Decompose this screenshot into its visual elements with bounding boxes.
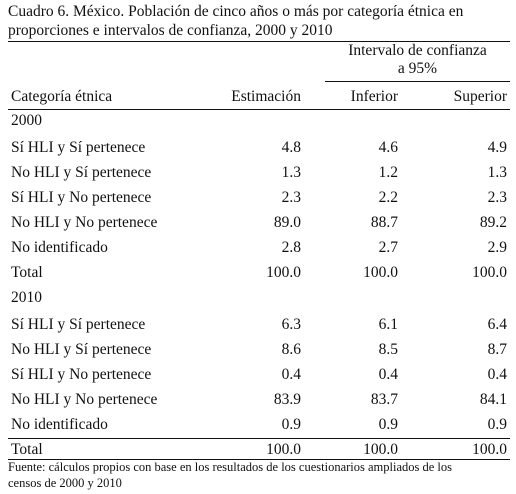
top-rule <box>8 41 510 42</box>
row-estimate: 4.8 <box>281 139 301 156</box>
row-category: No HLI y Sí pertenece <box>11 164 152 181</box>
row-lower: 8.5 <box>378 341 398 358</box>
row-upper: 100.0 <box>472 441 507 458</box>
row-lower: 0.4 <box>378 366 398 383</box>
row-estimate: 100.0 <box>266 441 301 458</box>
table-row-total: Total 100.0 100.0 100.0 <box>0 260 516 285</box>
row-upper: 1.3 <box>487 164 507 181</box>
table-row: Sí HLI y No pertenece 2.3 2.2 2.3 <box>0 185 516 210</box>
row-estimate: 89.0 <box>273 214 301 231</box>
row-category: Sí HLI y No pertenece <box>11 366 152 383</box>
row-estimate: 100.0 <box>266 264 301 281</box>
row-upper: 8.7 <box>487 341 507 358</box>
row-upper: 84.1 <box>479 391 507 408</box>
row-lower: 83.7 <box>370 391 398 408</box>
table-row: No identificado 2.8 2.7 2.9 <box>0 235 516 260</box>
row-estimate: 8.6 <box>281 341 301 358</box>
table-row: Sí HLI y Sí pertenece 6.3 6.1 6.4 <box>0 312 516 337</box>
confidence-interval-header: Intervalo de confianza a 95% <box>325 42 510 78</box>
header-lower: Inferior <box>350 88 398 105</box>
ci-header-line-1: Intervalo de confianza <box>348 42 487 59</box>
row-lower: 1.2 <box>378 164 398 181</box>
row-category: Total <box>11 264 43 281</box>
table-row-total: Total 100.0 100.0 100.0 <box>0 437 516 462</box>
row-estimate: 83.9 <box>273 391 301 408</box>
row-category: Sí HLI y Sí pertenece <box>11 139 146 156</box>
row-category: Sí HLI y No pertenece <box>11 189 152 206</box>
row-estimate: 0.9 <box>281 416 301 433</box>
row-lower: 2.7 <box>378 239 398 256</box>
header-upper: Superior <box>453 88 507 105</box>
table-row: No HLI y Sí pertenece 8.6 8.5 8.7 <box>0 337 516 362</box>
row-category: No HLI y No pertenece <box>11 214 158 231</box>
caption-line-1: Cuadro 6. México. Población de cinco año… <box>8 3 464 20</box>
row-upper: 6.4 <box>487 316 507 333</box>
row-lower: 4.6 <box>378 139 398 156</box>
row-estimate: 2.8 <box>281 239 301 256</box>
caption-line-2: proporciones e intervalos de confianza, … <box>8 22 333 39</box>
table-caption: Cuadro 6. México. Población de cinco año… <box>8 2 513 40</box>
row-upper: 2.9 <box>487 239 507 256</box>
row-category: No HLI y No pertenece <box>11 391 158 408</box>
row-category: Sí HLI y Sí pertenece <box>11 316 146 333</box>
row-upper: 0.9 <box>487 416 507 433</box>
row-estimate: 1.3 <box>281 164 301 181</box>
table-row: No HLI y No pertenece 83.9 83.7 84.1 <box>0 387 516 412</box>
row-category: No identificado <box>11 239 108 256</box>
row-category: Total <box>11 441 43 458</box>
row-category: No HLI y Sí pertenece <box>11 341 152 358</box>
row-lower: 88.7 <box>370 214 398 231</box>
row-upper: 4.9 <box>487 139 507 156</box>
row-category: No identificado <box>11 416 108 433</box>
ci-header-line-2: a 95% <box>397 60 438 77</box>
table-row: Sí HLI y No pertenece 0.4 0.4 0.4 <box>0 362 516 387</box>
row-estimate: 6.3 <box>281 316 301 333</box>
table-row: Sí HLI y Sí pertenece 4.8 4.6 4.9 <box>0 135 516 160</box>
row-upper: 89.2 <box>479 214 507 231</box>
section-year-label: 2000 <box>11 112 42 129</box>
table-row: No HLI y No pertenece 89.0 88.7 89.2 <box>0 210 516 235</box>
ci-subheader-rule <box>325 81 510 82</box>
row-lower: 2.2 <box>378 189 398 206</box>
row-upper: 100.0 <box>472 264 507 281</box>
header-estimate: Estimación <box>231 88 301 105</box>
footnote-line-2: censos de 2000 y 2010 <box>8 476 122 490</box>
footnote-line-1: Fuente: cálculos propios con base en los… <box>8 460 453 474</box>
row-lower: 0.9 <box>378 416 398 433</box>
row-upper: 0.4 <box>487 366 507 383</box>
pre-total-rule <box>8 438 510 439</box>
row-estimate: 0.4 <box>281 366 301 383</box>
row-lower: 6.1 <box>378 316 398 333</box>
row-lower: 100.0 <box>363 264 398 281</box>
source-footnote: Fuente: cálculos propios con base en los… <box>8 459 510 491</box>
section-year-2010: 2010 <box>0 285 516 310</box>
header-category: Categoría étnica <box>11 88 113 105</box>
table-row: No HLI y Sí pertenece 1.3 1.2 1.3 <box>0 160 516 185</box>
section-year-label: 2010 <box>11 289 42 306</box>
table-row: No identificado 0.9 0.9 0.9 <box>0 412 516 437</box>
header-rule <box>8 109 510 110</box>
row-lower: 100.0 <box>363 441 398 458</box>
row-estimate: 2.3 <box>281 189 301 206</box>
section-year-2000: 2000 <box>0 108 516 133</box>
row-upper: 2.3 <box>487 189 507 206</box>
bottom-rule <box>8 459 510 460</box>
